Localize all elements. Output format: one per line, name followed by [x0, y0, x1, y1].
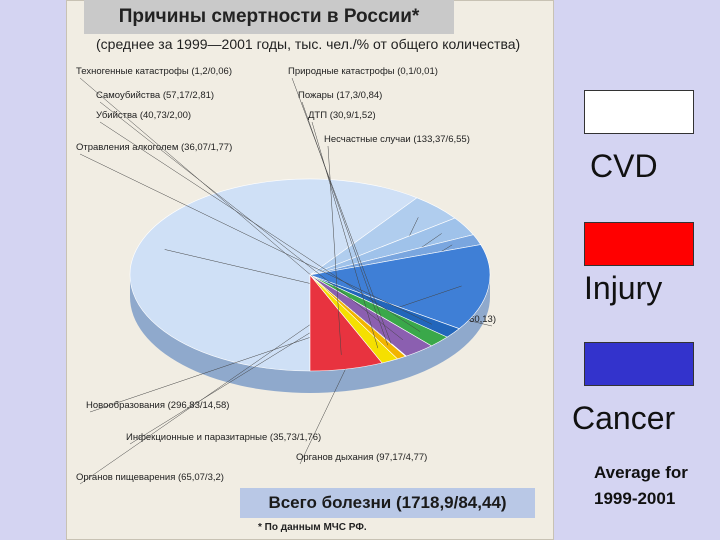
- source-note: * По данным МЧС РФ.: [258, 522, 367, 533]
- slice-label-9: Природные катастрофы (0,1/0,01): [288, 66, 438, 77]
- slice-label-4: Новообразования (296,83/14,58): [86, 400, 229, 411]
- total-diseases-label: Всего болезни (1718,9/84,44): [240, 488, 535, 518]
- chart-title: Причины смертности в России*: [84, 0, 454, 34]
- leader-line-11: [311, 121, 379, 349]
- legend-label-injury: Injury: [584, 270, 663, 306]
- slice-label-2: Органов пищеварения (65,07/3,2): [76, 472, 224, 483]
- legend-label-cvd: CVD: [590, 148, 658, 184]
- leader-line-8: [79, 77, 392, 345]
- pie-slice-4: [308, 244, 491, 329]
- slice-label-11: ДТП (30,9/1,52): [308, 110, 376, 121]
- leader-line-7: [99, 101, 404, 341]
- leader-line-6: [99, 121, 421, 332]
- legend-swatch-cvd: [584, 90, 694, 134]
- leader-line-9: [291, 77, 392, 345]
- legend-label-cancer: Cancer: [572, 400, 676, 436]
- slice-label-12: Несчастные случаи (133,37/6,55): [324, 134, 470, 145]
- leader-line-12: [327, 145, 342, 355]
- legend-swatch-cancer: [584, 342, 694, 386]
- slice-label-1: Органов дыхания (97,17/4,77): [296, 452, 427, 463]
- slice-label-7: Самоубийства (57,17/2,81): [96, 90, 214, 101]
- slice-label-8: Техногенные катастрофы (1,2/0,06): [76, 66, 232, 77]
- chart-subtitle: (среднее за 1999—2001 годы, тыс. чел./% …: [96, 36, 521, 52]
- pie-slice-12: [309, 274, 383, 372]
- slice-label-3: Инфекционные и паразитарные (35,73/1,76): [126, 432, 321, 443]
- slice-label-10: Пожары (17,3/0,84): [298, 90, 382, 101]
- leader-line-10: [301, 101, 389, 346]
- legend-swatch-injury: [584, 222, 694, 266]
- slice-label-6: Убийства (40,73/2,00): [96, 110, 191, 121]
- pie-side-wall: [130, 275, 490, 393]
- period-note: Average for 1999-2001: [594, 463, 688, 508]
- pie-chart: Системы кровообращения (1224,1/60,13)Орг…: [76, 66, 496, 485]
- slice-label-5: Отравления алкоголем (36,07/1,77): [76, 142, 232, 153]
